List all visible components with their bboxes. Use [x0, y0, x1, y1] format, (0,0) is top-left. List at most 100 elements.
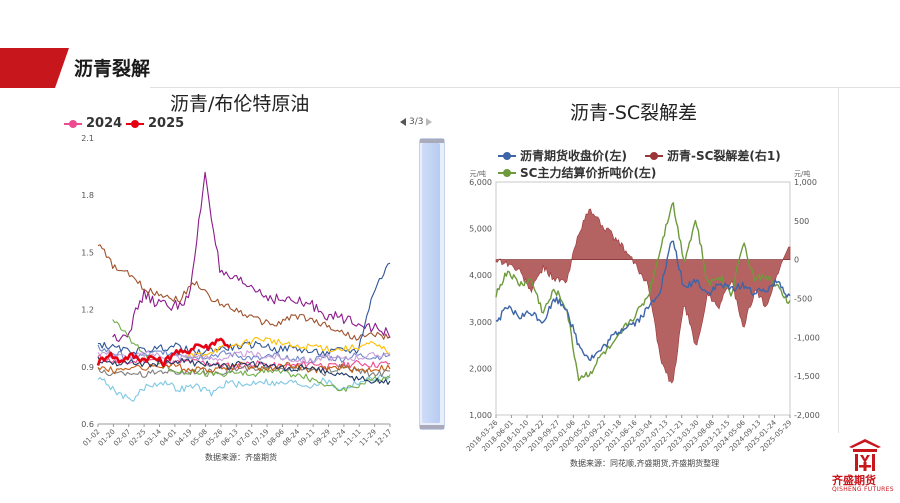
legend-crack-marker	[645, 151, 663, 160]
right-y-right-tick-label: 500	[794, 217, 809, 226]
right-x-tick-label: 2020-01-06	[542, 418, 577, 453]
left-x-tick-label: 09-11	[297, 428, 317, 448]
right-x-tick-label: 2020-05-20	[558, 419, 592, 453]
left-x-tick-label: 07-01	[235, 428, 255, 448]
left-chart-title: 沥青/布伦特原油	[170, 93, 310, 115]
scrollbar-top-handle[interactable]	[420, 139, 444, 143]
right-y-right-tick-label: -2,000	[794, 411, 820, 420]
section-title: 沥青裂解	[74, 58, 151, 80]
vertical-scrollbar[interactable]	[419, 138, 445, 430]
right-y-right-tick-label: -1,000	[794, 333, 820, 342]
right-left-unit: 元/吨	[470, 169, 486, 178]
left-x-tick-label: 11-29	[358, 428, 378, 448]
right-series-line-SC主力结算价折吨价(左)	[495, 201, 791, 382]
left-x-tick-label: 10-24	[327, 427, 347, 447]
left-y-tick-label: 1.5	[81, 248, 94, 257]
right-x-tick-label: 2024-05-06	[713, 418, 748, 453]
left-series-line-10	[97, 361, 391, 375]
left-series-line-5	[97, 374, 391, 402]
legend-pager[interactable]: 3/3	[400, 117, 433, 127]
right-y-left-tick-label: 5,000	[469, 225, 492, 234]
left-series-line-2024	[97, 354, 391, 370]
section-header-slant	[55, 48, 69, 88]
right-y-right-tick-label: 0	[794, 256, 799, 265]
right-x-tick-label: 2018-03-26	[465, 418, 500, 453]
right-y-right-tick-label: -500	[794, 295, 812, 304]
left-series-line-2025	[96, 337, 231, 368]
right-y-left-tick-label: 2,000	[469, 364, 492, 373]
pager-next-icon[interactable]	[426, 117, 433, 126]
legend-2024-marker	[64, 119, 82, 128]
right-x-tick-label: 2022-03-04	[620, 418, 655, 453]
right-x-tick-label: 2022-11-21	[651, 419, 685, 453]
right-x-tick-label: 2021-06-16	[604, 418, 639, 453]
right-y-left-tick-label: 4,000	[469, 271, 492, 280]
left-series-line-7	[97, 363, 391, 379]
left-legend-2024[interactable]: 2024	[64, 116, 122, 131]
right-x-tick-label: 2022-07-13	[635, 419, 669, 453]
left-x-tick-label: 04-19	[174, 428, 194, 448]
left-x-tick-label: 08-24	[281, 427, 301, 447]
left-y-tick-label: 1.8	[81, 191, 94, 200]
right-x-tick-label: 2018-10-10	[496, 419, 530, 453]
right-right-unit: 元/吨	[794, 169, 810, 178]
right-x-tick-label: 2019-09-27	[527, 419, 561, 453]
left-series-line-2	[112, 171, 391, 342]
left-source: 数据来源：齐盛期货	[205, 453, 277, 462]
left-legend-2025[interactable]: 2025	[126, 116, 184, 131]
right-x-tick-label: 2018-06-01	[480, 419, 514, 453]
right-x-tick-label: 2024-09-13	[728, 419, 762, 453]
legend-sc-marker	[498, 168, 516, 177]
left-series-line-3	[97, 244, 391, 341]
right-series-area-crack-spread	[495, 208, 791, 384]
right-x-tick-label: 2020-09-22	[573, 419, 607, 453]
right-legend-asphalt[interactable]: 沥青期货收盘价(左)	[498, 147, 627, 164]
left-x-tick-label: 08-06	[266, 427, 286, 447]
left-y-tick-label: 0.6	[81, 420, 94, 429]
legend-crack-label: 沥青-SC裂解差(右1)	[667, 149, 781, 163]
right-y-left-tick-label: 3,000	[469, 318, 492, 327]
left-x-tick-label: 04-01	[158, 428, 178, 448]
scrollbar-bottom-handle[interactable]	[420, 425, 444, 429]
left-x-tick-label: 09-29	[312, 428, 332, 448]
left-series-line-12	[97, 350, 391, 364]
left-x-tick-label: 01-20	[97, 428, 117, 448]
left-series-line-8	[112, 319, 391, 392]
left-x-tick-label: 05-08	[189, 428, 209, 448]
qisheng-logo-icon	[849, 439, 881, 471]
left-x-tick-label: 03-14	[143, 427, 163, 447]
left-y-tick-label: 0.9	[81, 363, 94, 372]
right-legend-sc[interactable]: SC主力结算价折吨价(左)	[498, 164, 656, 181]
right-y-left-tick-label: 6,000	[469, 178, 492, 187]
pager-text: 3/3	[409, 117, 424, 127]
legend-sc-label: SC主力结算价折吨价(左)	[520, 166, 657, 180]
left-x-tick-label: 12-17	[373, 428, 393, 448]
right-chart-title: 沥青-SC裂解差	[570, 102, 698, 124]
left-x-tick-label: 11-11	[343, 428, 363, 448]
left-x-tick-label: 06-13	[220, 428, 240, 448]
left-x-tick-label: 07-19	[250, 428, 270, 448]
left-series-line-9	[97, 344, 391, 364]
page-right-divider	[838, 88, 839, 433]
right-source: 数据来源：同花顺,齐盛期货,齐盛期货整理	[570, 459, 720, 468]
logo-name: 齐盛期货	[832, 474, 876, 487]
right-y-left-tick-label: 1,000	[469, 411, 492, 420]
left-x-tick-label: 05-26	[204, 427, 224, 447]
pager-prev-icon[interactable]	[400, 117, 406, 126]
right-x-tick-label: 2025-01-24	[744, 418, 779, 453]
left-x-tick-label: 02-07	[112, 428, 132, 448]
right-x-tick-label: 2023-08-08	[682, 419, 716, 453]
left-series-line-11	[97, 356, 391, 385]
scrollbar-thumb[interactable]	[422, 143, 440, 423]
left-x-tick-label: 01-02	[81, 428, 101, 448]
right-series-line-沥青期货收盘价(左)	[495, 240, 791, 362]
right-x-tick-label: 2019-04-22	[511, 419, 545, 453]
right-legend-crack[interactable]: 沥青-SC裂解差(右1)	[645, 147, 781, 164]
left-y-tick-label: 2.1	[81, 134, 94, 143]
legend-2025-marker	[126, 119, 144, 128]
logo-english-name: QISHENG FUTURES	[832, 486, 894, 493]
right-y-right-tick-label: 1,000	[794, 178, 817, 187]
legend-asphalt-marker	[498, 151, 516, 160]
legend-asphalt-label: 沥青期货收盘价(左)	[520, 149, 627, 163]
left-series-line-6	[185, 336, 391, 358]
